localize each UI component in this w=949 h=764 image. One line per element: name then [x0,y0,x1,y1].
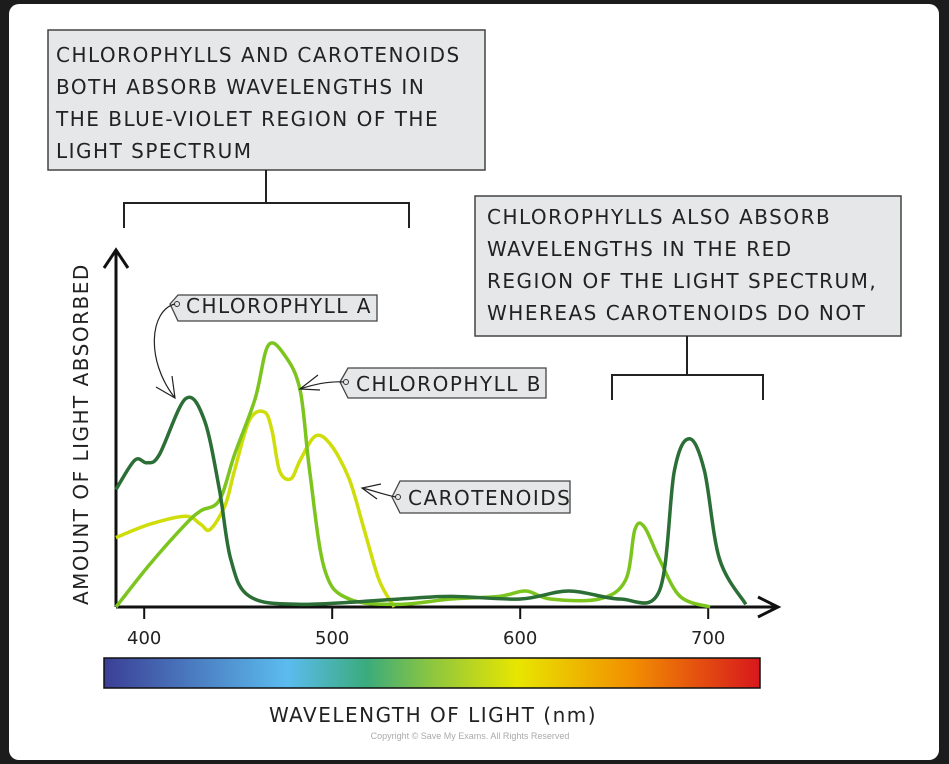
x-tick-label: 700 [691,628,725,649]
arrow-icon [153,303,176,400]
x-ticks: 400 500 600 700 [127,607,725,649]
series-label: CHLOROPHYLL A [186,294,372,318]
annotation-line: REGION OF THE LIGHT SPECTRUM, [487,269,877,293]
legend-chlorophyll-a: CHLOROPHYLL A [153,294,378,400]
annotation-line: THE BLUE-VIOLET REGION OF THE [55,107,439,131]
series-line-carotenoids [115,409,396,608]
series-line-chlorophyll-a [114,395,748,607]
arrow-icon [298,374,345,391]
annotation-line: CHLOROPHYLLS AND CAROTENOIDS [56,43,461,67]
arrow-icon [360,483,397,500]
visible-spectrum-bar [103,657,761,689]
bracket [611,336,764,400]
x-axis [116,595,782,619]
copyright: Copyright © Save My Exams. All Rights Re… [371,731,570,741]
y-axis [102,247,130,607]
axes: AMOUNT OF LIGHT ABSORBED [69,247,782,619]
annotation-line: CHLOROPHYLLS ALSO ABSORB [487,205,831,229]
annotation-box [474,195,902,337]
x-axis-label: WAVELENGTH OF LIGHT (nm) [269,703,597,727]
bracket [123,170,410,228]
red-annotation: CHLOROPHYLLS ALSO ABSORB WAVELENGTHS IN … [474,195,902,400]
annotation-line: WAVELENGTHS IN THE RED [487,237,793,261]
x-tick-label: 400 [127,628,161,649]
y-axis-label: AMOUNT OF LIGHT ABSORBED [69,263,93,605]
annotation-box [47,29,486,171]
x-tick-label: 500 [315,628,349,649]
legend-chlorophyll-b: CHLOROPHYLL B [298,367,547,399]
annotation-line: BOTH ABSORB WAVELENGTHS IN [56,75,425,99]
curves [114,341,748,609]
blue-violet-annotation: CHLOROPHYLLS AND CAROTENOIDS BOTH ABSORB… [47,29,486,228]
series-label: CHLOROPHYLL B [356,372,542,396]
series-line-chlorophyll-b [114,341,711,609]
x-tick-label: 600 [503,628,537,649]
series-label: CAROTENOIDS [408,486,571,510]
annotation-line: WHEREAS CAROTENOIDS DO NOT [487,301,866,325]
legend-carotenoids: CAROTENOIDS [360,480,571,514]
annotation-line: LIGHT SPECTRUM [56,139,253,163]
